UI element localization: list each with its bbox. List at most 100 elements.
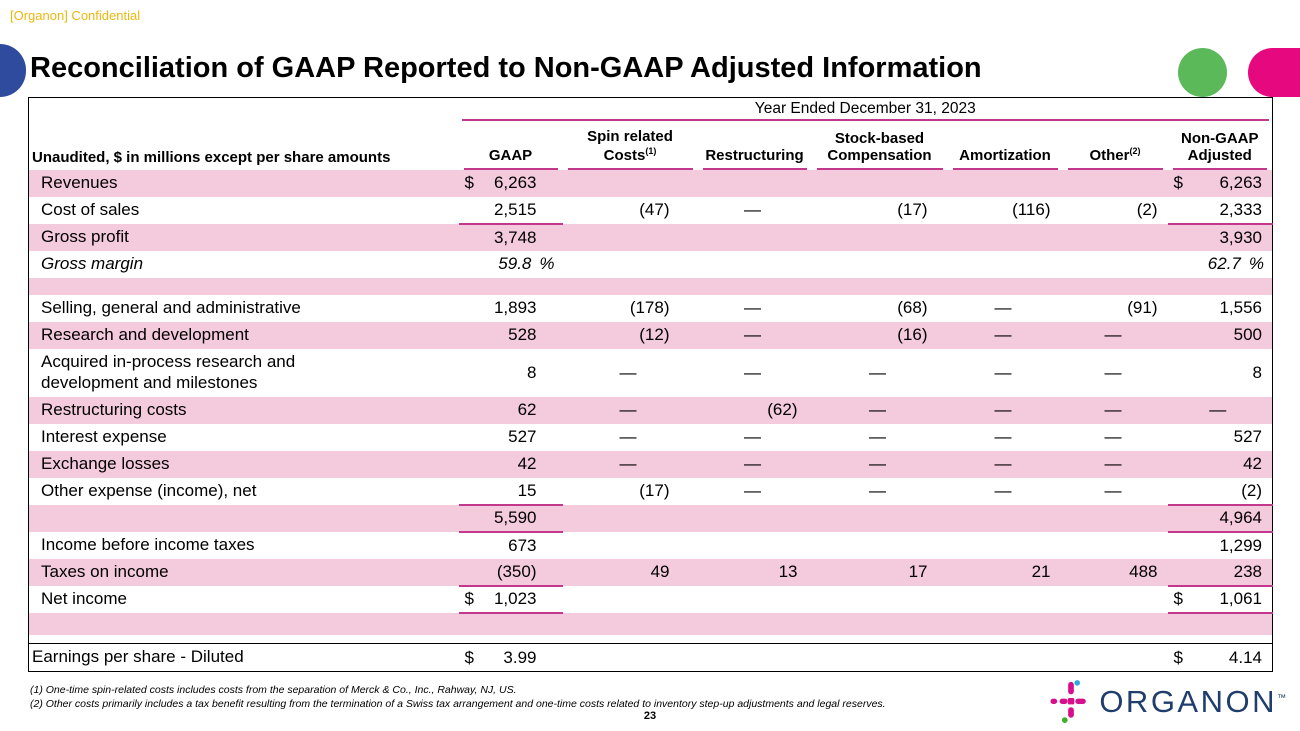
row-label: Gross margin [41,253,144,273]
value-cell: — [811,396,948,424]
value-cell: — [994,481,1012,500]
row-label: Net income [41,588,127,608]
table-row: Cost of sales 2,515 (47) — (17) (116) (2) 2,333 [29,196,1273,225]
period-header: Year Ended December 31, 2023 [461,100,1269,122]
value-cell: (350) [458,558,563,587]
table-row: 5,590 4,964 [28,504,1273,533]
row-label [28,504,459,532]
value-cell: $1,023 [458,585,563,614]
value-cell [562,504,698,532]
value-cell: — [744,362,761,382]
organon-logo-mark [1050,680,1087,723]
value-cell: — [744,200,761,219]
value-cell [811,612,948,635]
value-cell [948,532,1063,559]
value-cell: — [869,362,886,382]
value-cell: — [947,321,1063,349]
value-cell: — [869,481,886,500]
organon-logo-text: ORGANON™ [1099,683,1286,719]
value-cell: — [1104,427,1122,446]
value-cell: (62) [697,396,812,424]
value-cell: 1,893 [493,298,537,317]
value-cell: — [947,396,1063,424]
value-cell: — [869,427,886,446]
value-cell: 528 [458,321,563,349]
value-cell: 3,930 [1167,223,1273,251]
value-cell [1167,612,1273,635]
value-cell: 673 [508,535,537,555]
table-row: Research and development 528 (12) — (16) — —50… [28,321,1273,349]
value-cell [1063,586,1168,613]
value-cell: 238 [1167,558,1273,587]
table-row: Earnings per share - Diluted $3.99 $4.14 [28,643,1273,672]
value-cell: (116) [1012,200,1051,219]
value-cell: — [744,481,761,500]
value-cell [1063,251,1168,278]
row-label: Selling, general and administrative [41,297,301,317]
table-row [29,635,1273,644]
value-cell: — [994,427,1012,446]
value-cell [1062,612,1168,635]
value-cell [562,612,698,635]
column-header: Non-GAAP Adjusted [1168,124,1273,170]
footnote-1: (1) One-time spin-related costs includes… [30,684,517,696]
row-label: Exchange losses [28,450,459,478]
period-header-cell: Year Ended December 31, 2023 [459,98,1273,124]
table-row: Restructuring costs 62— (62) — — — — [28,396,1273,424]
value-cell [697,643,812,672]
table-row: Interest expense 527 — — — — — 527 [29,424,1273,451]
value-cell: 59.8% [498,254,555,273]
value-cell: — [1062,396,1168,424]
value-cell: — [994,298,1012,317]
value-cell: 15 [458,477,563,506]
value-cell: 21 [947,558,1063,586]
value-cell: 1,556 [1219,298,1262,317]
table-row: Income before income taxes 673 1,299 [29,532,1273,559]
value-cell [812,532,948,559]
value-cell: — [744,298,761,317]
value-cell [1063,635,1168,644]
value-cell [459,635,563,644]
value-cell: (12) [562,321,698,349]
value-cell [811,643,948,672]
row-label: Gross profit [28,223,459,251]
value-cell [1062,504,1168,532]
value-cell [697,612,812,635]
value-cell: — [562,450,698,478]
value-cell: (17) [639,481,670,500]
row-label [28,277,459,295]
value-cell [812,251,948,278]
value-cell [562,223,698,251]
table-row: Other expense (income), net 15 (17) — — — — (2) [29,477,1273,506]
column-header: Stock-based Compensation [812,124,948,170]
value-cell: — [619,362,637,382]
row-label: Income before income taxes [41,534,255,554]
value-cell: $1,061 [1167,585,1273,614]
value-cell: $6,263 [1167,169,1273,197]
table-row: Taxes on income (350) 49 13 17 21 488 238 [28,558,1273,587]
value-cell [458,277,563,295]
value-cell [948,251,1063,278]
accent-circle [1178,48,1227,97]
value-cell: 3,748 [458,223,563,251]
value-cell: 5,590 [458,504,563,533]
value-cell [697,223,812,251]
value-cell [697,277,812,295]
value-cell [697,504,812,532]
row-label: Acquired in-process research and developm… [41,352,296,392]
value-cell: $6,263 [458,169,563,197]
value-cell [1063,532,1168,559]
value-cell: — [1062,321,1168,349]
row-label: Taxes on income [28,558,459,586]
value-cell [1062,169,1168,197]
value-cell [563,251,698,278]
value-cell [812,635,948,644]
value-cell: (68) [897,298,928,317]
table-row: Selling, general and administrative 1,893… [29,295,1273,322]
value-cell: — [1104,481,1122,500]
value-cell: — [619,427,637,446]
value-cell: 4,964 [1167,504,1273,533]
value-cell [563,635,698,644]
value-cell: 2,515 [458,196,563,225]
